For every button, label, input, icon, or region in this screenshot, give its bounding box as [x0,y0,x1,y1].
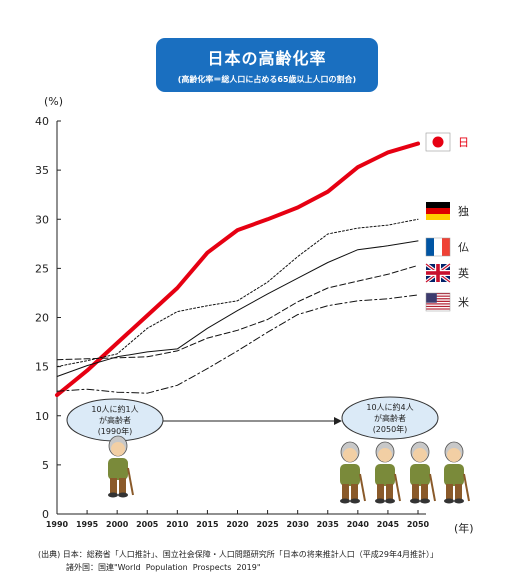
source-line1: (出典) 日本：総務省「人口推計」、国立社会保障・人口問題研究所「日本の将来推計… [38,550,439,559]
source-line2: 諸外国：国連"World Population Prospects 2019" [66,563,261,572]
right-annotation: 10人に約4人 が高齢者 (2050年) [341,396,439,440]
y-tick-label: 10 [35,410,49,423]
series-line-4 [56,294,419,394]
y-tick-label: 30 [35,213,49,226]
series-line-2 [56,240,419,377]
elderly-person-icon [374,441,401,505]
x-tick-label: 1995 [76,520,99,529]
x-tick-label: 1990 [46,520,69,529]
left-bubble-line2: が高齢者 [99,415,131,425]
left-bubble-line1: 10人に約1人 [91,404,138,414]
legend-label-2: 仏 [458,241,469,254]
x-tick-label: 2020 [226,520,249,529]
y-tick-label: 25 [35,262,49,275]
elderly-person-icon [107,435,134,499]
elderly-person-icon [443,441,470,505]
y-tick-label: 15 [35,361,49,374]
x-axis-unit: (年) [454,522,474,535]
legend-label-3: 英 [458,266,469,280]
x-tick-label: 2010 [166,520,189,529]
uk-flag [424,262,452,284]
x-tick-label: 2025 [256,520,279,529]
japan-flag [425,132,451,152]
y-tick-label: 5 [42,459,49,472]
x-tick-label: 2045 [377,520,400,529]
right-bubble-line3: (2050年) [373,424,408,434]
chart-series [55,141,420,398]
left-bubble-line3: (1990年) [98,426,133,436]
y-tick-label: 0 [42,508,49,521]
series-line-0 [55,141,420,398]
y-tick-label: 35 [35,164,49,177]
right-bubble-line2: が高齢者 [374,413,406,423]
y-tick-label: 40 [35,115,49,128]
source-note: (出典) 日本：総務省「人口推計」、国立社会保障・人口問題研究所「日本の将来推計… [38,548,438,574]
left-annotation: 10人に約1人 が高齢者 (1990年) [66,398,164,442]
x-tick-label: 2035 [317,520,340,529]
germany-flag [426,202,450,220]
title-box: 日本の高齢化率 (高齢化率＝総人口に占める65歳以上人口の割合) [156,38,378,92]
annotation-arrow [163,417,342,425]
legend-label-4: 米 [458,296,469,309]
y-tick-label: 20 [35,312,49,325]
y-axis-unit: (%) [44,95,64,108]
chart-subtitle: (高齢化率＝総人口に占める65歳以上人口の割合) [177,75,357,84]
series-line-3 [56,264,419,361]
x-tick-label: 2000 [106,520,129,529]
right-bubble-line1: 10人に約4人 [366,402,413,412]
elderly-person-icon [339,441,366,505]
series-line-1 [56,218,419,368]
x-tick-label: 2040 [347,520,370,529]
legend-label-0: 日 [458,136,469,149]
x-tick-label: 2030 [287,520,310,529]
x-tick-label: 2005 [136,520,159,529]
legend-label-1: 独 [458,205,469,218]
usa-flag [425,292,451,312]
chart-title: 日本の高齢化率 [207,49,327,68]
x-tick-label: 2015 [196,520,219,529]
elderly-person-icon [409,441,436,505]
france-flag [425,237,451,257]
x-tick-label: 2050 [407,520,430,529]
